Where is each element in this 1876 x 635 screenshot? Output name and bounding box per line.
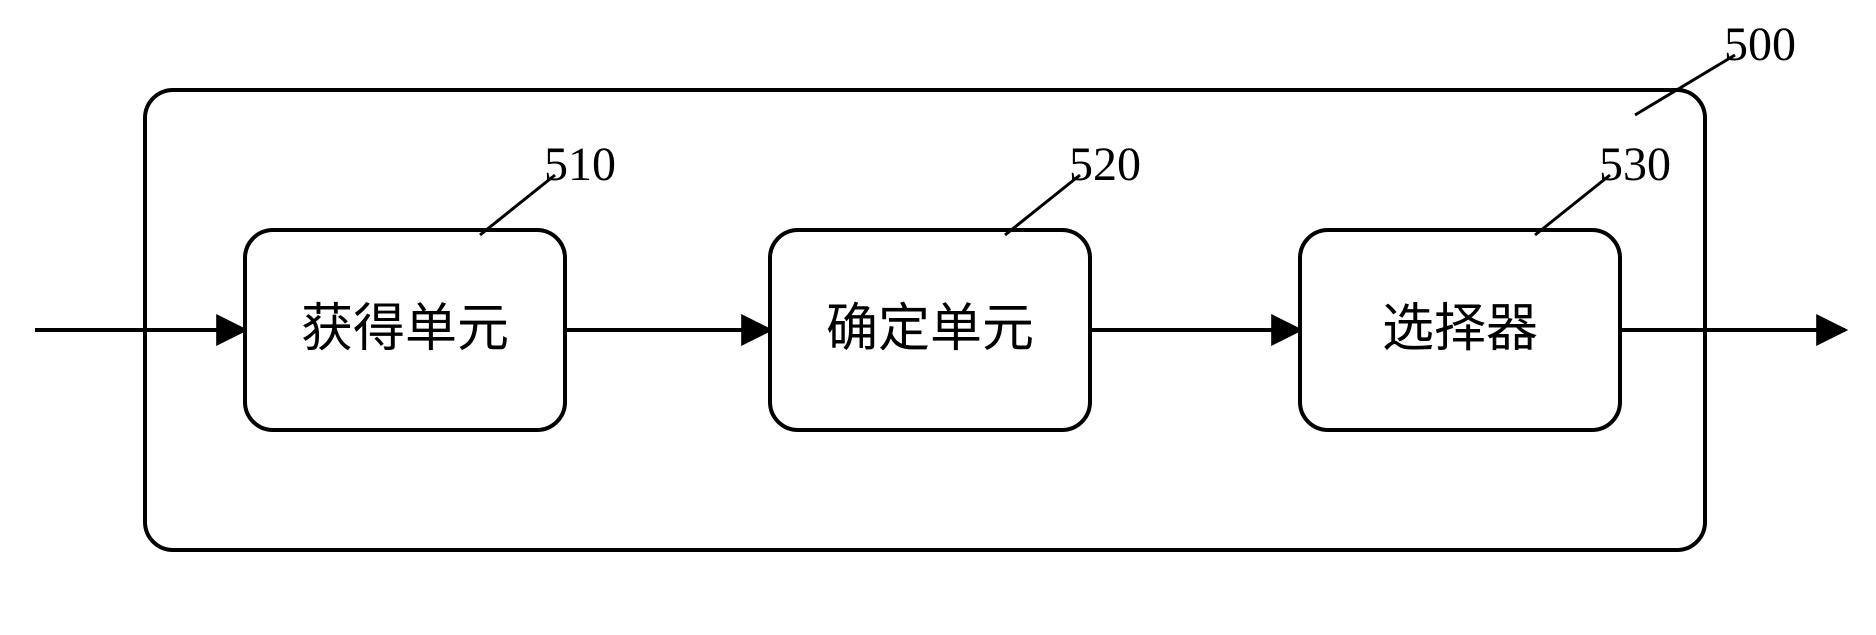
node-ref-label-510: 510 — [544, 138, 616, 191]
node-label-520: 确定单元 — [826, 301, 1034, 358]
node-label-530: 选择器 — [1382, 301, 1538, 358]
reference-labels-layer: 500 510 520 530 — [480, 18, 1796, 235]
container-leader-line — [1635, 55, 1735, 115]
container-ref-label: 500 — [1724, 18, 1796, 71]
node-ref-label-530: 530 — [1599, 138, 1671, 191]
node-ref-label-520: 520 — [1069, 138, 1141, 191]
block-diagram: 获得单元 确定单元 选择器 500 510 520 530 — [0, 0, 1876, 635]
nodes-layer: 获得单元 确定单元 选择器 — [245, 230, 1620, 430]
node-label-510: 获得单元 — [301, 301, 509, 358]
